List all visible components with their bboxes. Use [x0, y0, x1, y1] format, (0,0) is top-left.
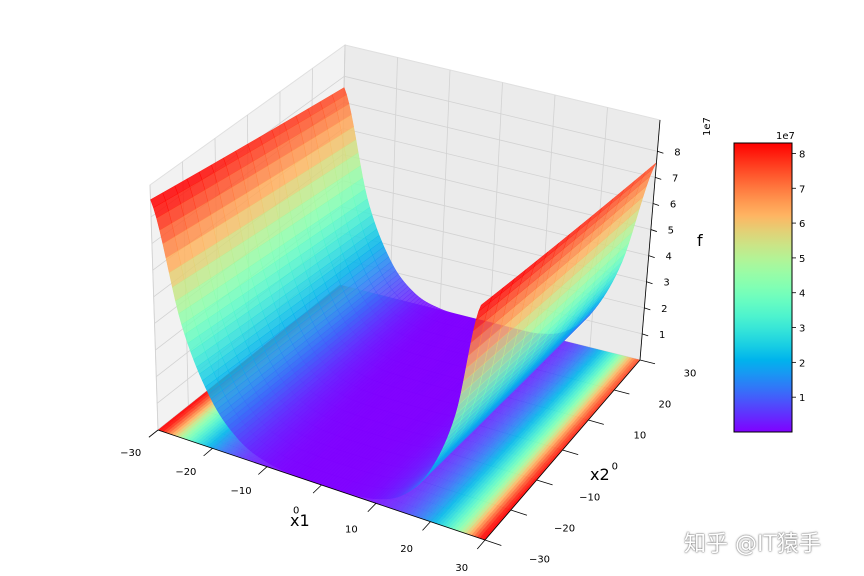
x1-tick-label: 20	[400, 544, 413, 555]
x2-tick	[588, 419, 604, 425]
z-tick-label: 4	[666, 252, 672, 263]
colorbar: 1e7 1 2 3 4 5 6 7 8	[733, 131, 805, 433]
colorbar-tick-label: 1	[799, 393, 805, 404]
z-tick-label: 6	[670, 199, 676, 210]
x1-tick-label: −10	[230, 486, 251, 497]
x2-tick	[536, 479, 553, 486]
colorbar-tick-label: 4	[799, 289, 805, 300]
x1-tick-label: −30	[120, 448, 141, 459]
colorbar-tick-label: 2	[799, 358, 805, 369]
z-tick	[650, 229, 657, 232]
watermark: 知乎 @IT猿手	[684, 532, 821, 557]
z-tick-label: 7	[672, 173, 678, 184]
x2-tick	[484, 539, 502, 546]
x1-tick	[367, 503, 377, 513]
x1-tick	[422, 521, 431, 531]
x2-tick-label: 0	[612, 461, 618, 472]
x1-tick	[258, 466, 268, 475]
z-tick-label: 5	[668, 226, 674, 237]
surface-mesh	[150, 87, 657, 500]
colorbar-tick-label: 3	[799, 324, 805, 335]
x2-tick-label: 30	[684, 369, 697, 380]
z-tick	[644, 307, 651, 311]
x2-tick	[639, 359, 656, 365]
z-tick-label: 3	[663, 278, 669, 289]
x2-tick-label: 20	[659, 399, 672, 410]
z-offset-label: 1e7	[702, 117, 713, 136]
z-tick	[652, 203, 660, 206]
z-tick	[642, 333, 649, 337]
colorbar-tick-label: 5	[799, 254, 805, 265]
colorbar-tick-label: 8	[799, 149, 805, 160]
x2-tick-label: 10	[633, 430, 646, 441]
x1-tick-label: 0	[293, 505, 299, 516]
x2-tick-label: −30	[529, 554, 550, 565]
z-tick-label: 2	[661, 304, 667, 315]
colorbar-gradient	[733, 142, 793, 433]
colorbar-tick-label: 6	[799, 219, 805, 230]
gridline	[489, 82, 503, 323]
gridline	[149, 184, 159, 431]
x1-tick-label: 10	[345, 525, 358, 536]
x1-tick	[203, 448, 213, 457]
z-tick	[655, 177, 662, 180]
colorbar-tick-label: 7	[799, 184, 805, 195]
x2-tick	[510, 509, 528, 516]
z-tick	[648, 255, 655, 259]
gridline	[343, 102, 656, 178]
colorbar-offset-label: 1e7	[776, 131, 795, 142]
x2-axis-label: x2	[590, 465, 610, 484]
gridline	[389, 57, 398, 298]
x1-axis-label: x1	[290, 511, 310, 530]
x1-tick	[476, 539, 486, 550]
z-tick-label: 1	[659, 330, 665, 341]
gridline	[344, 75, 658, 152]
x2-tick	[562, 449, 579, 456]
z-axis-line	[639, 119, 661, 361]
x2-tick	[614, 389, 630, 395]
gridline	[343, 128, 654, 204]
z-axis-label: f	[697, 231, 703, 250]
x1-tick	[312, 484, 322, 494]
x2-tick-label: −20	[554, 523, 575, 534]
z-tick	[657, 150, 664, 154]
surface-patch	[478, 296, 493, 313]
x1-tick-label: 30	[455, 563, 468, 574]
x2-tick-label: −10	[579, 492, 600, 503]
z-tick-label: 8	[674, 147, 680, 158]
x1-tick	[148, 429, 159, 438]
z-tick	[646, 281, 653, 285]
axes: −30 −20 −10 0 10 20 30 −30 −20 −10 0 10 20 30 1 2 3 4 5 6 7 8	[120, 119, 697, 574]
gridline	[439, 69, 451, 311]
x1-tick-label: −20	[175, 467, 196, 478]
